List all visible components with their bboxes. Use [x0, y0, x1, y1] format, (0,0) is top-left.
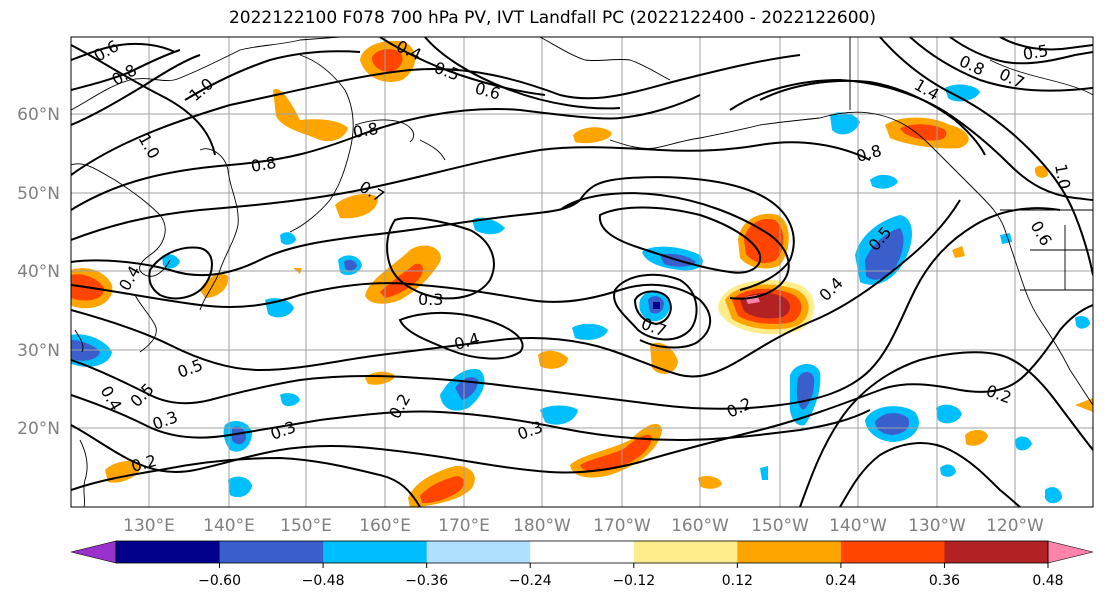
lat-label: 20°N	[17, 419, 60, 439]
negative-anomaly-patch	[472, 217, 505, 235]
negative-anomaly-patch	[1000, 233, 1012, 244]
negative-anomaly-patch	[572, 323, 608, 340]
lon-label: 160°W	[671, 516, 729, 536]
negative-anomaly-patch	[1015, 436, 1032, 451]
positive-anomaly-patch	[744, 218, 784, 264]
colorbar-segment	[633, 541, 738, 563]
negative-anomaly-patch	[280, 392, 300, 407]
negative-anomaly-patch	[936, 404, 962, 424]
contour-label: 0.3	[418, 290, 443, 309]
lat-label: 50°N	[17, 184, 60, 204]
lon-label: 120°W	[986, 516, 1044, 536]
negative-anomaly-patch	[940, 464, 956, 477]
positive-anomaly-patch	[105, 460, 142, 483]
map-title: 2022122100 F078 700 hPa PV, IVT Landfall…	[228, 8, 876, 28]
pv-contours	[71, 37, 1093, 507]
lon-label: 180°W	[513, 516, 571, 536]
colorbar-segment	[530, 541, 635, 563]
colorbar-outline	[115, 540, 1049, 564]
negative-anomaly-patch	[280, 232, 296, 245]
positive-anomaly-patch	[698, 476, 722, 489]
contour-label: 1.0	[1051, 162, 1074, 190]
positive-anomaly-patch	[900, 124, 947, 141]
lon-label: 140°W	[829, 516, 887, 536]
latitude-axis: 60°N 50°N 40°N 30°N 20°N	[17, 105, 60, 439]
negative-anomaly-patch	[945, 84, 980, 102]
colorbar-extend-high	[1047, 540, 1094, 564]
negative-anomaly-patch	[228, 476, 252, 498]
positive-anomaly-patch	[1035, 165, 1048, 178]
negative-anomaly-patch	[344, 259, 357, 271]
negative-anomaly-patch	[653, 302, 660, 309]
positive-anomaly-patch	[273, 89, 348, 142]
colorbar-tick-label: 0.24	[825, 573, 856, 589]
positive-anomaly-patch	[372, 49, 403, 72]
colorbar-segment	[840, 541, 945, 563]
colorbar-tick-label: 0.12	[722, 573, 753, 589]
colorbar-tick-label: −0.24	[509, 573, 552, 589]
lon-label: 130°E	[123, 516, 175, 536]
negative-anomaly-patch	[232, 426, 246, 445]
colorbar-extend-low	[70, 540, 117, 564]
graticule	[71, 37, 1093, 507]
colorbar-tick-label: −0.48	[302, 573, 345, 589]
positive-anomaly-patch	[952, 246, 965, 258]
positive-anomaly-patch	[650, 342, 678, 374]
positive-anomaly-patch	[538, 350, 568, 369]
lon-label: 130°W	[908, 516, 966, 536]
colorbar-segment	[323, 541, 428, 563]
positive-anomaly-patch	[365, 371, 395, 385]
negative-anomaly-patch	[875, 413, 910, 435]
contour-label: 0.8	[249, 153, 277, 176]
positive-anomaly-patch	[580, 434, 652, 472]
colorbar-segment	[219, 541, 324, 563]
map-frame	[70, 36, 1094, 508]
colorbar-tick-label: −0.12	[612, 573, 655, 589]
colorbar-segment	[944, 541, 1049, 563]
negative-anomaly-patch	[1075, 316, 1090, 329]
colorbar-tick-label: −0.36	[405, 573, 448, 589]
contour-label: 0.5	[1021, 41, 1049, 64]
colorbar-tick-label: 0.36	[929, 573, 960, 589]
lon-label: 150°W	[751, 516, 809, 536]
colorbar-tick-label: −0.60	[198, 573, 241, 589]
lon-label: 140°E	[203, 516, 255, 536]
negative-anomaly-patch	[162, 254, 180, 269]
longitude-axis: 130°E 140°E 150°E 160°E 170°E 180°W 170°…	[123, 516, 1044, 536]
positive-anomaly-patch	[335, 194, 378, 219]
contour-label: 0.8	[351, 119, 379, 142]
colorbar: −0.60 −0.48 −0.36 −0.24 −0.12 0.12 0.24 0.36 0.4…	[70, 540, 1094, 589]
lon-label: 170°W	[593, 516, 651, 536]
lon-label: 170°E	[438, 516, 490, 536]
negative-anomaly-patch	[830, 112, 860, 135]
negative-anomaly-patch	[1045, 487, 1062, 504]
pc-fill-layer	[71, 40, 1093, 507]
colorbar-segment	[737, 541, 842, 563]
positive-anomaly-patch	[420, 476, 464, 504]
lon-label: 150°E	[280, 516, 332, 536]
positive-anomaly-patch	[965, 429, 988, 446]
negative-anomaly-patch	[760, 466, 768, 480]
negative-anomaly-patch	[865, 228, 904, 280]
negative-anomaly-patch	[870, 174, 898, 189]
lat-label: 40°N	[17, 262, 60, 282]
colorbar-segment	[116, 541, 221, 563]
lat-label: 60°N	[17, 105, 60, 125]
lon-label: 160°E	[359, 516, 411, 536]
lat-label: 30°N	[17, 341, 60, 361]
positive-anomaly-patch	[200, 273, 229, 298]
positive-anomaly-patch	[573, 127, 612, 144]
coastlines	[71, 37, 1093, 507]
positive-anomaly-patch	[1075, 398, 1093, 412]
colorbar-tick-label: 0.48	[1032, 573, 1063, 589]
colorbar-segment	[426, 541, 531, 563]
negative-anomaly-patch	[540, 405, 578, 425]
